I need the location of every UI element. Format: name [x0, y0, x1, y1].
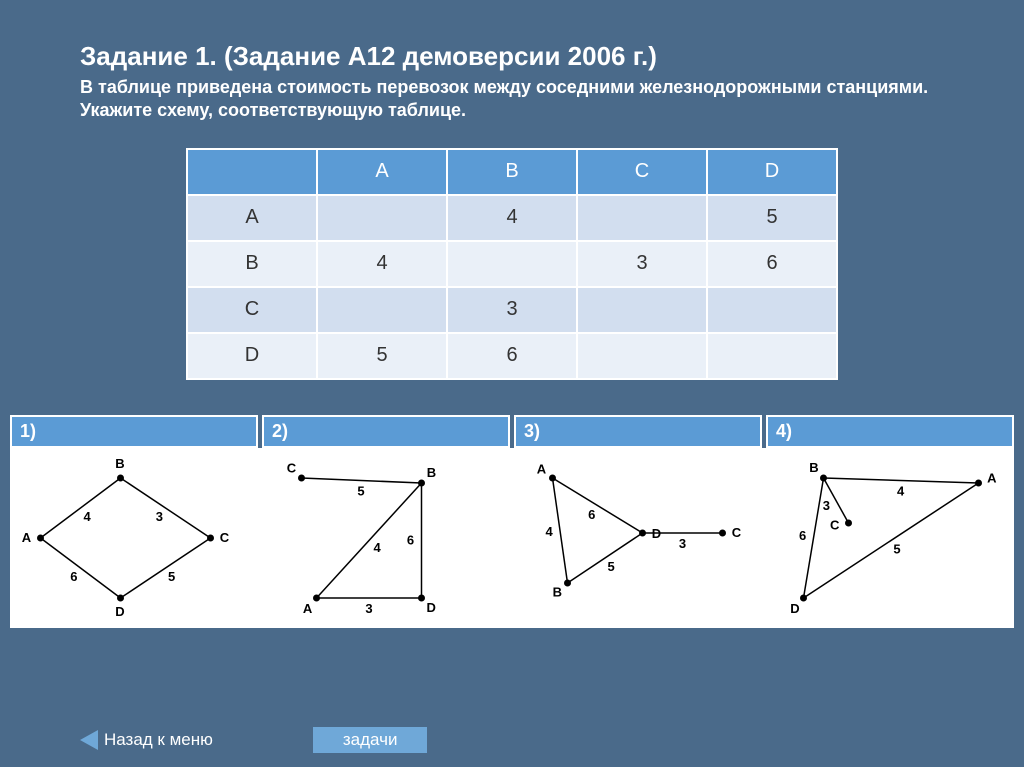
svg-text:D: D: [115, 604, 124, 619]
svg-text:B: B: [115, 456, 124, 471]
row-header: A: [187, 195, 317, 241]
svg-text:C: C: [220, 530, 230, 545]
options-header-row: 1) 2) 3) 4): [10, 415, 1014, 448]
option-header: 3): [514, 415, 762, 448]
cell: [447, 241, 577, 287]
table-header-row: A B C D: [187, 149, 837, 195]
back-label: Назад к меню: [104, 730, 213, 750]
cell: [577, 195, 707, 241]
cell: [707, 287, 837, 333]
table-row: D 5 6: [187, 333, 837, 379]
cell: [317, 195, 447, 241]
tasks-label: задачи: [313, 727, 428, 753]
cost-table-wrap: A B C D A 4 5 B 4 3 6 C 3 D 5: [0, 148, 1024, 380]
svg-text:6: 6: [407, 532, 414, 547]
row-header: D: [187, 333, 317, 379]
svg-text:5: 5: [357, 483, 364, 498]
svg-text:6: 6: [799, 528, 806, 543]
svg-text:6: 6: [588, 506, 595, 521]
svg-text:4: 4: [374, 539, 382, 554]
svg-text:3: 3: [365, 601, 372, 616]
cell: 5: [317, 333, 447, 379]
cell: [577, 333, 707, 379]
cell: [577, 287, 707, 333]
title-main: Задание 1. (Задание А12 демоверсии 2006 …: [80, 40, 944, 74]
table-row: B 4 3 6: [187, 241, 837, 287]
nav-row: Назад к меню задачи: [80, 727, 427, 753]
col-header: D: [707, 149, 837, 195]
table-corner-cell: [187, 149, 317, 195]
arrow-left-icon: [80, 730, 98, 750]
option-header: 1): [10, 415, 258, 448]
cell: 4: [447, 195, 577, 241]
svg-text:D: D: [652, 525, 661, 540]
svg-text:C: C: [287, 460, 297, 475]
svg-text:A: A: [537, 461, 547, 476]
cell: 5: [707, 195, 837, 241]
svg-text:4: 4: [83, 508, 91, 523]
svg-text:B: B: [427, 465, 436, 480]
back-button[interactable]: Назад к меню: [80, 730, 213, 750]
svg-text:B: B: [809, 459, 818, 474]
col-header: A: [317, 149, 447, 195]
col-header: C: [577, 149, 707, 195]
diagram-3: 4 6 5 3 A B D C: [512, 448, 763, 628]
svg-text:A: A: [987, 470, 997, 485]
svg-text:D: D: [426, 600, 435, 615]
cell: 3: [577, 241, 707, 287]
svg-text:5: 5: [607, 559, 614, 574]
cell: 6: [447, 333, 577, 379]
cell: [707, 333, 837, 379]
tasks-button[interactable]: задачи: [313, 727, 428, 753]
svg-text:C: C: [732, 525, 742, 540]
table-row: C 3: [187, 287, 837, 333]
diagram-2: 5 4 6 3 C B A D: [261, 448, 512, 628]
svg-text:4: 4: [545, 524, 553, 539]
table-row: A 4 5: [187, 195, 837, 241]
svg-text:C: C: [830, 517, 840, 532]
svg-text:3: 3: [823, 497, 830, 512]
svg-text:4: 4: [897, 483, 905, 498]
svg-text:B: B: [553, 584, 562, 599]
svg-text:5: 5: [893, 541, 900, 556]
col-header: B: [447, 149, 577, 195]
cell: [317, 287, 447, 333]
cell: 3: [447, 287, 577, 333]
row-header: C: [187, 287, 317, 333]
title-block: Задание 1. (Задание А12 демоверсии 2006 …: [0, 0, 1024, 138]
svg-text:A: A: [22, 530, 32, 545]
cell: 4: [317, 241, 447, 287]
diagrams-row: 4365ABCD 5463CBAD 4653ABDC 4365BACD: [10, 448, 1014, 628]
svg-text:3: 3: [679, 536, 686, 551]
cell: 6: [707, 241, 837, 287]
svg-text:3: 3: [156, 509, 163, 524]
diagram-1: 4 3 6 5 A B C D: [10, 448, 261, 628]
diagram-4: 4 3 6 5 B A C D: [763, 448, 1014, 628]
option-header: 2): [262, 415, 510, 448]
svg-text:A: A: [303, 600, 313, 615]
svg-text:5: 5: [168, 569, 175, 584]
row-header: B: [187, 241, 317, 287]
option-header: 4): [766, 415, 1014, 448]
title-sub: В таблице приведена стоимость перевозок …: [80, 76, 944, 123]
svg-text:D: D: [790, 601, 799, 616]
svg-text:6: 6: [70, 568, 77, 583]
cost-table: A B C D A 4 5 B 4 3 6 C 3 D 5: [186, 148, 838, 380]
